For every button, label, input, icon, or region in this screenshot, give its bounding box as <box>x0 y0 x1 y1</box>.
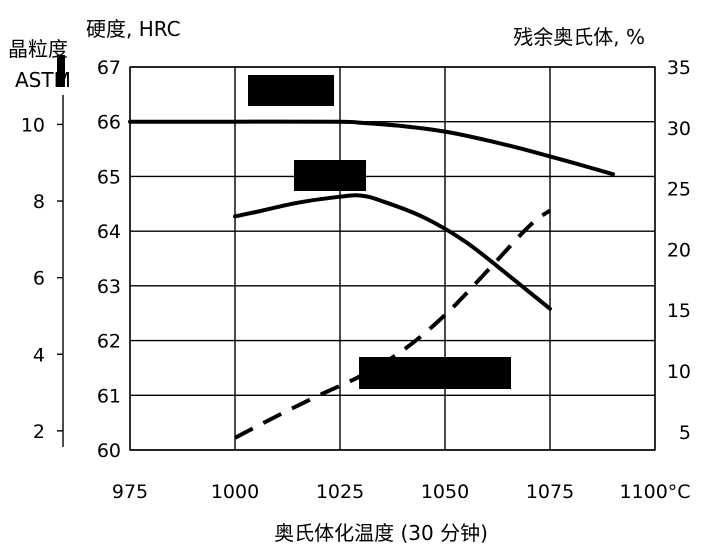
left-tick-label: 62 <box>97 331 121 353</box>
redacted-box-1 <box>248 75 334 106</box>
left-tick-label: 67 <box>97 57 121 79</box>
right-tick-label: 20 <box>667 239 691 261</box>
right-tick-label: 35 <box>667 57 691 79</box>
left-tick-labels: 60 61 62 63 64 65 66 67 <box>97 57 121 462</box>
right-tick-label: 10 <box>667 361 691 383</box>
left-tick-label: 61 <box>97 385 121 407</box>
series-line-2 <box>233 193 552 311</box>
series-line-3 <box>234 208 552 440</box>
redacted-box-2 <box>294 160 366 191</box>
redacted-box-3 <box>359 357 511 389</box>
grain-tick-label: 10 <box>21 114 45 136</box>
plot-grid <box>129 66 656 451</box>
left-tick-label: 60 <box>97 440 121 462</box>
left-tick-label: 65 <box>97 166 121 188</box>
x-tick-label: 975 <box>112 481 148 503</box>
left-axis-label: 硬度, HRC <box>86 17 181 41</box>
series-group <box>128 119 615 440</box>
x-tick-label: 1100°C <box>619 481 690 503</box>
left-tick-label: 63 <box>97 276 121 298</box>
right-tick-label: 5 <box>679 422 691 444</box>
grain-axis-marker <box>57 55 65 87</box>
right-axis-label: 残余奥氏体, % <box>513 25 645 49</box>
grain-tick-labels: 2 4 6 8 10 <box>21 114 63 443</box>
right-tick-label: 30 <box>667 118 691 140</box>
grain-tick-label: 4 <box>33 344 45 366</box>
right-tick-labels: 5 10 15 20 25 30 35 <box>667 57 691 444</box>
x-tick-label: 1025 <box>316 481 364 503</box>
grain-tick-label: 8 <box>33 191 45 213</box>
x-tick-labels: 975 1000 1025 1050 1075 1100°C <box>112 481 691 503</box>
x-tick-label: 1000 <box>211 481 259 503</box>
series-line-1 <box>128 119 615 177</box>
grain-tick-label: 2 <box>33 421 45 443</box>
grain-tick-label: 6 <box>33 268 45 290</box>
right-tick-label: 15 <box>667 300 691 322</box>
left-tick-label: 64 <box>97 221 121 243</box>
x-tick-label: 1075 <box>526 481 574 503</box>
x-axis-label: 奥氏体化温度 (30 分钟) <box>274 521 488 545</box>
left-tick-label: 66 <box>97 112 121 134</box>
right-tick-label: 25 <box>667 179 691 201</box>
x-tick-label: 1050 <box>421 481 469 503</box>
